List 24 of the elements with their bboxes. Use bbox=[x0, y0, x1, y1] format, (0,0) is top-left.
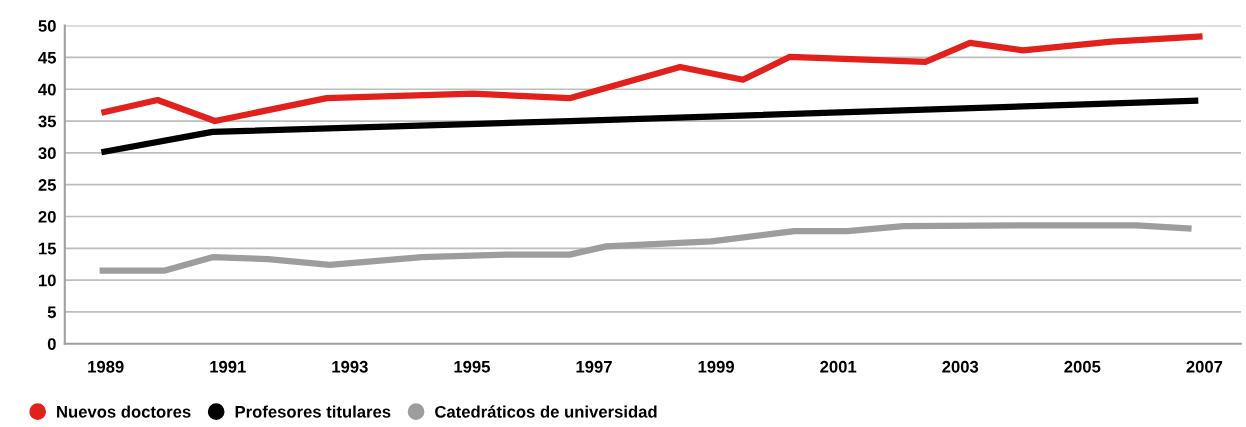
x-tick-label: 1989 bbox=[88, 360, 124, 373]
y-tick-label: 30 bbox=[38, 147, 56, 160]
legend-label: Catedráticos de universidad bbox=[435, 405, 657, 418]
x-tick-label: 2001 bbox=[820, 360, 857, 373]
y-tick-label: 20 bbox=[38, 210, 56, 223]
y-tick-label: 40 bbox=[38, 83, 56, 96]
x-tick-label: 1999 bbox=[698, 360, 734, 373]
y-tick-label: 25 bbox=[38, 179, 56, 191]
x-tick-label: 1993 bbox=[332, 360, 368, 373]
y-tick-label: 35 bbox=[38, 115, 56, 128]
x-tick-label: 2005 bbox=[1064, 360, 1101, 373]
x-tick-label: 1997 bbox=[576, 360, 612, 373]
x-tick-label: 2003 bbox=[942, 360, 979, 373]
legend-label: Profesores titulares bbox=[235, 405, 391, 418]
y-tick-label: 50 bbox=[38, 20, 56, 32]
y-tick-label: 0 bbox=[47, 338, 56, 350]
x-tick-label: 1991 bbox=[210, 360, 246, 373]
legend-label: Nuevos doctores bbox=[57, 405, 191, 418]
y-tick-label: 10 bbox=[38, 274, 56, 287]
x-tick-label: 1995 bbox=[454, 360, 490, 373]
x-tick-label: 2007 bbox=[1186, 360, 1223, 373]
y-tick-label: 15 bbox=[38, 242, 56, 255]
y-tick-label: 45 bbox=[38, 52, 56, 64]
y-tick-label: 5 bbox=[47, 306, 56, 319]
